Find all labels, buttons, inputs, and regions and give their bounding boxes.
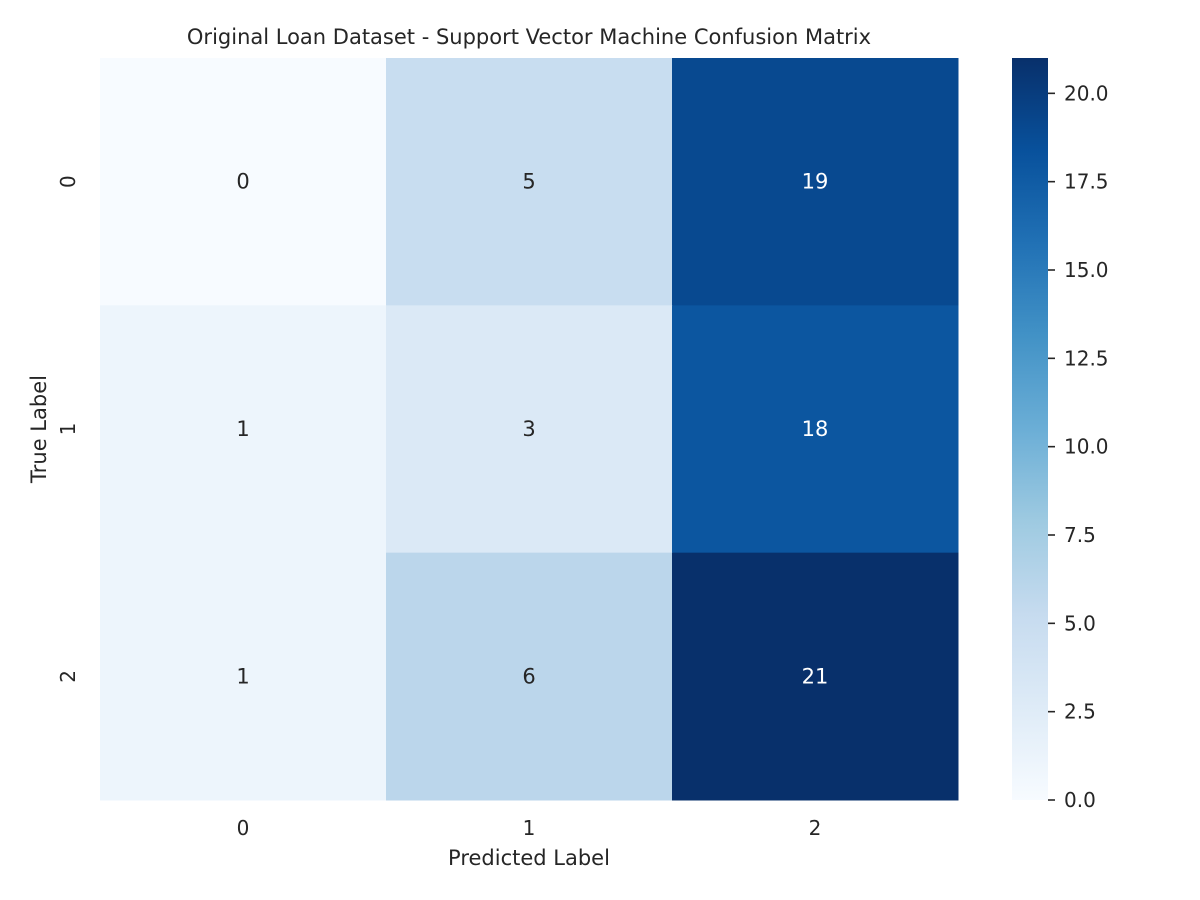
y-tick-label: 0: [56, 175, 80, 188]
heatmap-cell-r0-c2: [672, 58, 959, 306]
heatmap-cells: 0 5 19 1 3 18 1 6 21: [100, 58, 959, 801]
cell-value-label: 5: [522, 170, 535, 194]
cell-value-label: 6: [522, 664, 535, 688]
heatmap-cell-r0-c0: [100, 58, 387, 306]
heatmap-cell-r1-c0: [100, 305, 387, 554]
heatmap-cell-r1-c1: [386, 305, 673, 554]
cell-value-label: 1: [236, 417, 249, 441]
x-tick-label: 0: [237, 816, 250, 840]
cell-value-label: 18: [802, 417, 829, 441]
colorbar-tick-label: 7.5: [1064, 523, 1096, 547]
cell-value-label: 0: [236, 170, 249, 194]
heatmap-cell-r2-c0: [100, 552, 387, 801]
cell-value-label: 21: [802, 664, 829, 688]
colorbar-tick-label: 12.5: [1064, 346, 1109, 370]
y-axis-label: True Label: [27, 375, 51, 484]
colorbar-tick-label: 0.0: [1064, 788, 1096, 812]
x-tick-label: 1: [523, 816, 536, 840]
colorbar-tick-label: 5.0: [1064, 611, 1096, 635]
colorbar-ticks: 0.0 2.5 5.0 7.5 10.0 12.5 15.0 17.5 20.0: [1048, 81, 1109, 812]
y-tick-label: 2: [56, 670, 80, 683]
y-axis-ticks: 0 1 2: [56, 175, 80, 682]
colorbar: [1012, 58, 1048, 800]
heatmap-cell-r2-c1: [386, 552, 673, 801]
chart-title: Original Loan Dataset - Support Vector M…: [187, 25, 871, 49]
colorbar-tick-label: 15.0: [1064, 258, 1109, 282]
x-axis-ticks: 0 1 2: [237, 816, 822, 840]
cell-value-label: 3: [522, 417, 535, 441]
colorbar-tick-label: 20.0: [1064, 81, 1109, 105]
colorbar-tick-label: 17.5: [1064, 170, 1109, 194]
colorbar-tick-label: 10.0: [1064, 435, 1109, 459]
cell-value-label: 1: [236, 664, 249, 688]
colorbar-tick-label: 2.5: [1064, 700, 1096, 724]
heatmap-cell-r1-c2: [672, 305, 959, 554]
heatmap-cell-r0-c1: [386, 58, 673, 306]
x-tick-label: 2: [809, 816, 822, 840]
y-tick-label: 1: [56, 423, 80, 436]
x-axis-label: Predicted Label: [448, 846, 610, 870]
heatmap-cell-r2-c2: [672, 552, 959, 801]
cell-value-label: 19: [802, 170, 829, 194]
